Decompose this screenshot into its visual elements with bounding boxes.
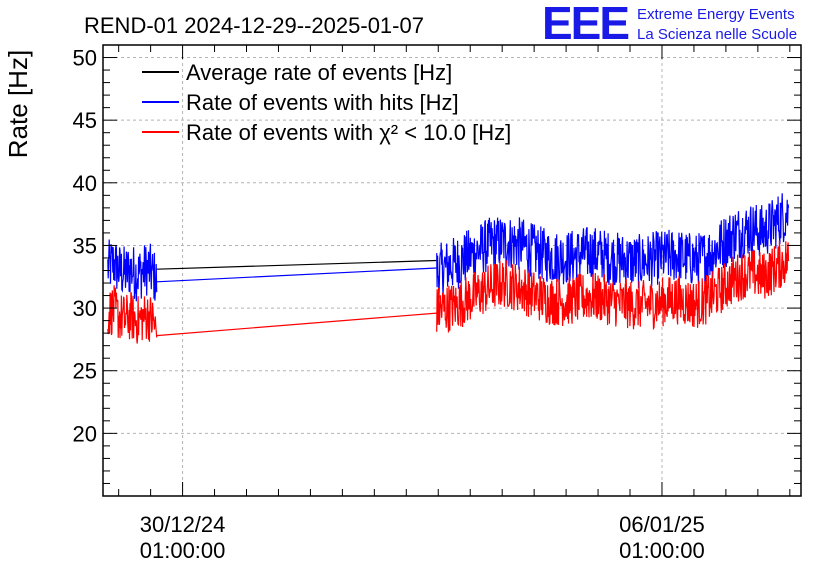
- y-tick-label: 45: [73, 108, 97, 133]
- legend-label-2: Rate of events with χ² < 10.0 [Hz]: [186, 120, 511, 145]
- y-axis-title: Rate [Hz]: [3, 50, 33, 158]
- series-line-1-segment-1: [156, 267, 437, 283]
- eee-logo: EEE Extreme Energy Events La Scienza nel…: [542, 0, 797, 49]
- logo-line-2: La Scienza nelle Scuole: [637, 26, 797, 43]
- axes: [102, 44, 802, 497]
- y-tick-label: 20: [73, 421, 97, 446]
- series-layer: [107, 193, 790, 344]
- y-tick-label: 35: [73, 233, 97, 258]
- legend: Average rate of events [Hz] Rate of event…: [142, 60, 511, 145]
- series-line-2-segment-1: [156, 312, 437, 337]
- y-tick-label: 30: [73, 296, 97, 321]
- x-tick-date: 06/01/25: [619, 512, 705, 537]
- y-tick-labels: 20 25 30 35 40 45 50: [73, 46, 97, 447]
- series-line-0-segment-0: [156, 259, 437, 270]
- logo-line-1: Extreme Energy Events: [637, 6, 795, 23]
- series-line-2-segment-2: [436, 240, 790, 333]
- x-tick-time: 01:00:00: [619, 538, 705, 563]
- logo-mark: EEE: [542, 0, 628, 49]
- chart-title: REND-01 2024-12-29--2025-01-07: [84, 13, 424, 38]
- series-line-2-segment-0: [107, 285, 158, 344]
- y-tick-label: 50: [73, 46, 97, 71]
- legend-label-1: Rate of events with hits [Hz]: [186, 90, 459, 115]
- legend-label-0: Average rate of events [Hz]: [186, 60, 452, 85]
- y-tick-label: 25: [73, 359, 97, 384]
- x-tick-date: 30/12/24: [140, 512, 226, 537]
- y-tick-label: 40: [73, 171, 97, 196]
- x-tick-time: 01:00:00: [140, 538, 226, 563]
